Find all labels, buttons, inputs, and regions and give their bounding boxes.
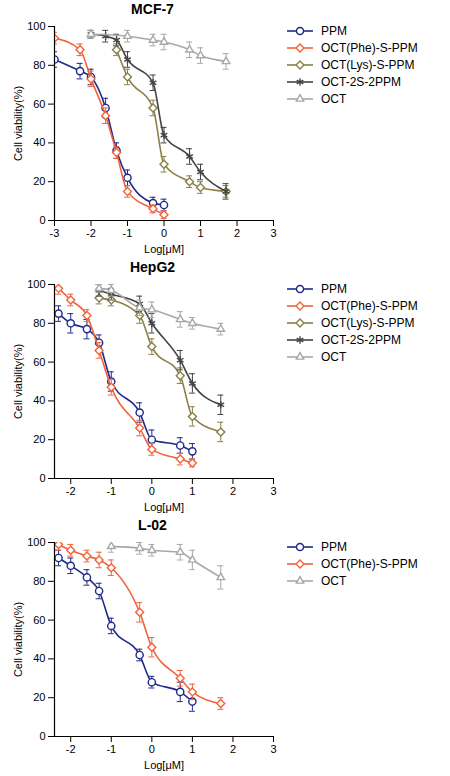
html-text:HepG2: HepG2 bbox=[129, 259, 176, 275]
svg-text:Log[μM]: Log[μM] bbox=[144, 243, 184, 255]
svg-text:-1: -1 bbox=[123, 227, 133, 239]
html-text:OCT(Lys)-S-PPM: OCT(Lys)-S-PPM bbox=[321, 57, 415, 72]
html-text:OCT(Phe)-S-PPM: OCT(Phe)-S-PPM bbox=[321, 298, 418, 313]
svg-text:3: 3 bbox=[270, 743, 276, 755]
svg-text:Log[μM]: Log[μM] bbox=[144, 759, 184, 771]
svg-text:60: 60 bbox=[33, 356, 45, 368]
svg-text:-2: -2 bbox=[86, 227, 96, 239]
svg-text:20: 20 bbox=[33, 433, 45, 445]
svg-text:0: 0 bbox=[149, 485, 155, 497]
svg-text:1: 1 bbox=[189, 485, 195, 497]
svg-text:20: 20 bbox=[33, 175, 45, 187]
html-text:MCF-7: MCF-7 bbox=[131, 1, 174, 17]
svg-text:Cell viability(%): Cell viability(%) bbox=[12, 602, 24, 677]
svg-text:2: 2 bbox=[234, 227, 240, 239]
svg-text:Cell viability(%): Cell viability(%) bbox=[12, 344, 24, 419]
svg-text:3: 3 bbox=[270, 485, 276, 497]
svg-text:1: 1 bbox=[189, 743, 195, 755]
svg-text:100: 100 bbox=[27, 20, 45, 32]
html-text:PPM: PPM bbox=[321, 539, 347, 554]
html-text:L-02: L-02 bbox=[138, 517, 167, 533]
html-text:PPM: PPM bbox=[321, 23, 347, 38]
svg-text:0: 0 bbox=[39, 472, 45, 484]
svg-text:1: 1 bbox=[197, 227, 203, 239]
svg-text:80: 80 bbox=[33, 575, 45, 587]
svg-text:40: 40 bbox=[33, 652, 45, 664]
svg-text:0: 0 bbox=[39, 214, 45, 226]
svg-text:3: 3 bbox=[270, 227, 276, 239]
html-text:OCT: OCT bbox=[321, 573, 347, 588]
svg-text:100: 100 bbox=[27, 278, 45, 290]
svg-text:-1: -1 bbox=[106, 485, 116, 497]
svg-text:-1: -1 bbox=[106, 743, 116, 755]
svg-text:20: 20 bbox=[33, 691, 45, 703]
svg-text:0: 0 bbox=[149, 743, 155, 755]
svg-text:0: 0 bbox=[161, 227, 167, 239]
svg-text:80: 80 bbox=[33, 317, 45, 329]
svg-text:Log[μM]: Log[μM] bbox=[144, 501, 184, 513]
html-text:OCT: OCT bbox=[321, 349, 347, 364]
html-text:OCT-2S-2PPM: OCT-2S-2PPM bbox=[321, 74, 401, 89]
svg-text:80: 80 bbox=[33, 59, 45, 71]
svg-text:0: 0 bbox=[39, 730, 45, 742]
svg-text:-2: -2 bbox=[66, 485, 76, 497]
svg-text:-3: -3 bbox=[50, 227, 60, 239]
html-text:OCT(Phe)-S-PPM: OCT(Phe)-S-PPM bbox=[321, 556, 418, 571]
svg-text:40: 40 bbox=[33, 394, 45, 406]
svg-text:Cell viability(%): Cell viability(%) bbox=[12, 86, 24, 161]
svg-text:2: 2 bbox=[230, 485, 236, 497]
html-text:OCT: OCT bbox=[321, 91, 347, 106]
svg-text:60: 60 bbox=[33, 614, 45, 626]
svg-text:100: 100 bbox=[27, 536, 45, 548]
html-text:OCT-2S-2PPM: OCT-2S-2PPM bbox=[321, 332, 401, 347]
svg-text:40: 40 bbox=[33, 136, 45, 148]
html-text:OCT(Lys)-S-PPM: OCT(Lys)-S-PPM bbox=[321, 315, 415, 330]
svg-text:60: 60 bbox=[33, 98, 45, 110]
html-text:OCT(Phe)-S-PPM: OCT(Phe)-S-PPM bbox=[321, 40, 418, 55]
svg-text:-2: -2 bbox=[66, 743, 76, 755]
html-text:PPM: PPM bbox=[321, 281, 347, 296]
svg-text:2: 2 bbox=[230, 743, 236, 755]
